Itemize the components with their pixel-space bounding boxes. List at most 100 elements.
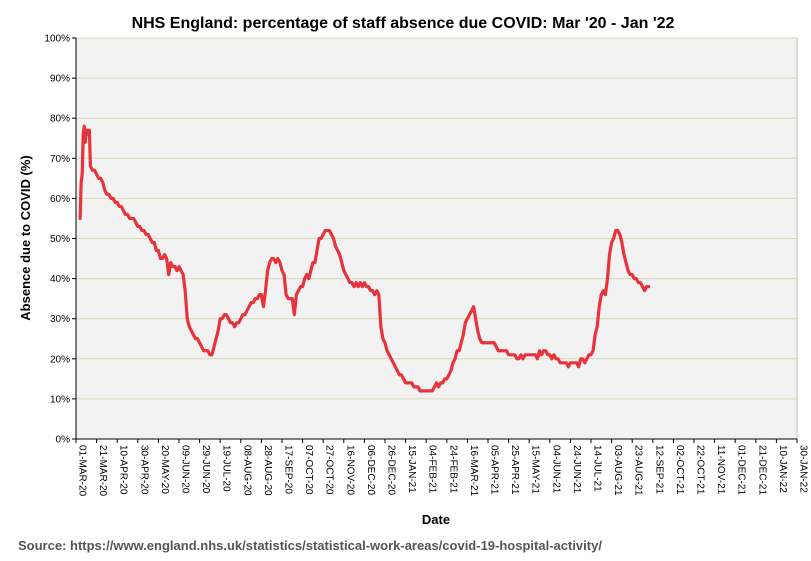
x-tick-label: 27-OCT-20: [324, 445, 335, 495]
data-point: [120, 205, 123, 208]
data-point: [528, 353, 531, 356]
y-axis-title: Absence due to COVID (%): [18, 155, 33, 320]
data-point: [478, 337, 481, 340]
data-point: [157, 249, 160, 252]
x-tick-label: 07-OCT-20: [303, 445, 314, 495]
data-point: [200, 345, 203, 348]
x-tick-label: 28-AUG-20: [262, 445, 273, 496]
x-tick-label: 26-DEC-20: [386, 445, 397, 495]
data-point: [563, 361, 566, 365]
x-tick-label: 16-NOV-20: [344, 445, 355, 495]
x-tick-label: 24-FEB-21: [447, 445, 458, 494]
data-point: [161, 257, 164, 260]
data-point: [633, 277, 636, 280]
data-point: [134, 221, 137, 224]
data-point: [556, 357, 560, 360]
data-point: [647, 285, 650, 288]
data-point: [540, 353, 543, 356]
x-tick-label: 08-AUG-20: [241, 445, 252, 496]
data-point: [381, 337, 385, 340]
data-point: [202, 349, 205, 352]
data-point: [301, 285, 304, 288]
data-point: [635, 277, 638, 280]
data-point: [88, 129, 91, 132]
data-point: [595, 325, 599, 328]
data-point: [299, 285, 302, 288]
data-point: [175, 269, 179, 272]
data-point: [78, 217, 82, 220]
data-point: [243, 313, 247, 316]
data-point: [392, 361, 395, 365]
data-point: [216, 329, 220, 332]
data-point: [546, 353, 549, 356]
data-point: [523, 353, 527, 356]
x-tick-label: 30-JAN-22: [798, 445, 809, 493]
data-point: [171, 265, 175, 268]
x-axis-ticks: 01-MAR-20 21-MAR-20 10-APR-20 30-APR-20 20-M…: [75, 439, 809, 497]
data-point: [402, 377, 405, 381]
data-point: [315, 249, 319, 252]
data-point: [239, 317, 242, 320]
data-point: [387, 353, 391, 356]
data-point: [348, 281, 352, 284]
data-point: [581, 357, 584, 360]
data-point: [499, 349, 502, 352]
data-point: [565, 361, 568, 365]
data-point: [639, 281, 642, 284]
data-point: [313, 261, 317, 264]
data-point: [326, 229, 329, 232]
data-point: [177, 265, 181, 268]
data-point: [567, 365, 570, 369]
y-tick-label: 100%: [44, 34, 70, 45]
data-point: [507, 353, 510, 356]
x-tick-label: 17-SEP-20: [283, 445, 294, 494]
data-point: [408, 381, 411, 385]
data-point: [249, 301, 253, 304]
source-note: Source: https://www.england.nhs.uk/stati…: [18, 538, 602, 553]
data-point: [146, 233, 150, 236]
x-tick-label: 04-FEB-21: [427, 445, 438, 494]
data-point: [99, 177, 102, 180]
y-tick-label: 50%: [50, 234, 70, 245]
data-point: [264, 289, 267, 292]
data-point: [484, 341, 488, 344]
data-point: [192, 333, 195, 336]
data-point: [346, 277, 350, 280]
data-point: [515, 357, 519, 360]
data-point: [181, 273, 185, 276]
data-point: [159, 257, 162, 260]
data-point: [480, 341, 484, 344]
data-point: [437, 385, 440, 389]
data-point: [118, 205, 121, 208]
data-point: [587, 353, 591, 356]
data-point: [101, 181, 104, 184]
data-point: [497, 349, 500, 352]
data-points: [78, 125, 650, 393]
data-point: [107, 193, 111, 196]
data-point: [375, 289, 378, 292]
data-point: [486, 341, 490, 344]
data-point: [431, 389, 434, 393]
data-point: [427, 389, 430, 393]
x-tick-label: 20-MAY-20: [159, 445, 170, 494]
data-point: [245, 309, 249, 312]
data-point: [511, 353, 514, 356]
data-point: [449, 369, 453, 373]
data-point: [274, 261, 278, 264]
data-point: [233, 325, 236, 328]
data-point: [606, 277, 609, 280]
data-point: [237, 321, 240, 324]
data-point: [505, 349, 508, 352]
data-point: [453, 357, 457, 360]
data-point: [367, 285, 370, 288]
data-point: [317, 237, 321, 240]
data-point: [618, 233, 622, 236]
data-point: [435, 381, 438, 385]
data-point: [451, 361, 455, 365]
data-point: [278, 261, 282, 264]
data-point: [492, 341, 496, 344]
data-point: [569, 361, 572, 365]
data-point: [282, 273, 286, 276]
data-point: [445, 377, 448, 381]
data-point: [221, 317, 224, 320]
